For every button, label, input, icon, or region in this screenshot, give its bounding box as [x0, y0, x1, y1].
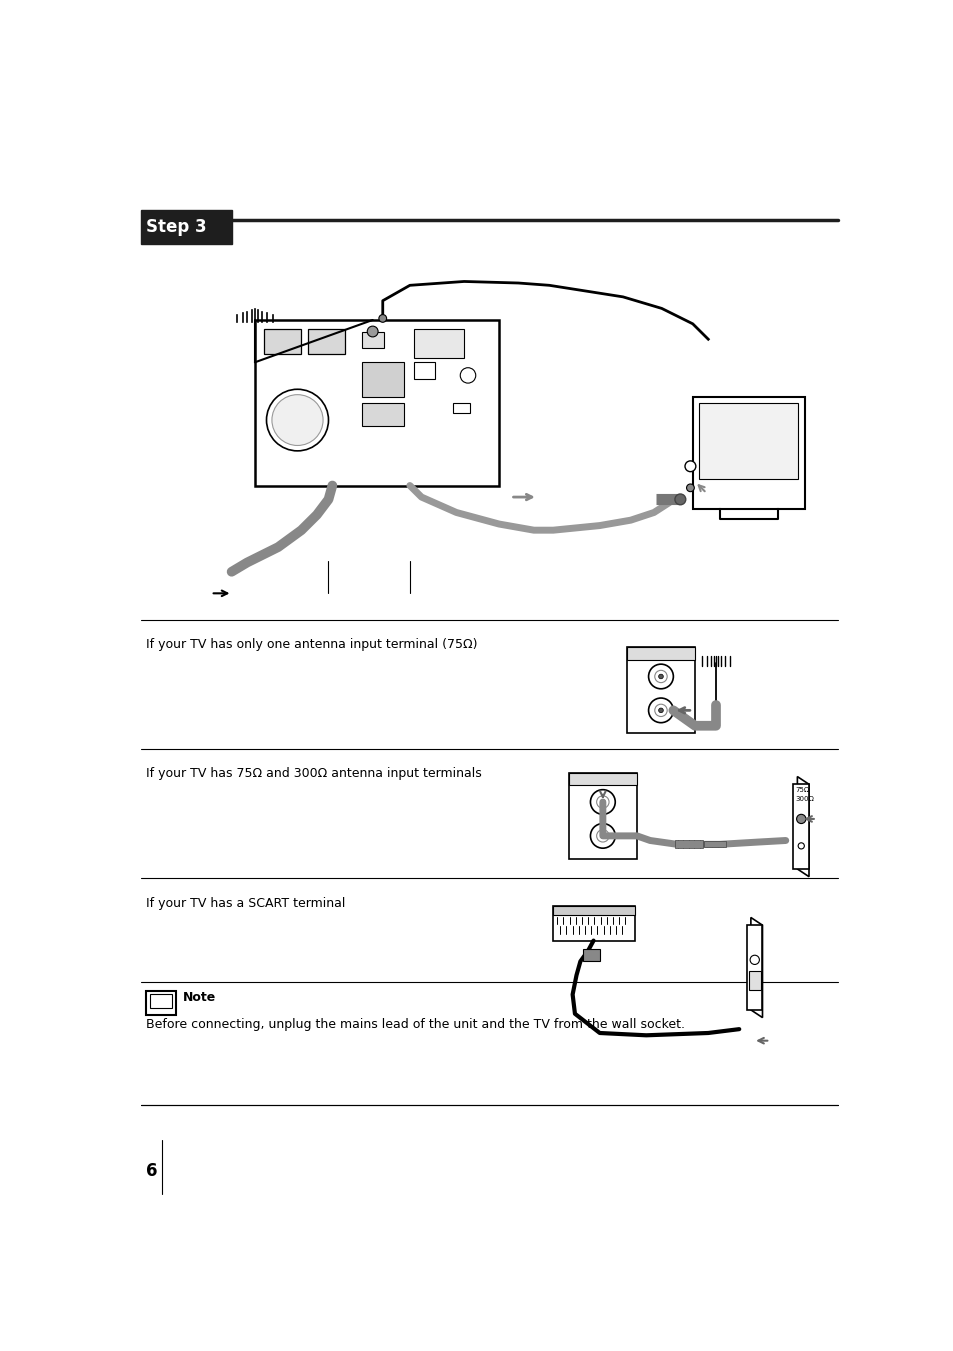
Bar [568, 773, 637, 785]
Circle shape [378, 315, 386, 323]
Bar [146, 992, 175, 1015]
Bar [568, 773, 637, 859]
Circle shape [590, 824, 615, 848]
Bar [626, 647, 695, 734]
Bar [361, 403, 404, 426]
Polygon shape [750, 917, 761, 1017]
Polygon shape [797, 777, 808, 877]
Text: If your TV has only one antenna input terminal (75Ω): If your TV has only one antenna input te… [146, 638, 477, 651]
Circle shape [686, 484, 694, 492]
Text: 300Ω: 300Ω [794, 796, 813, 802]
Circle shape [266, 389, 328, 451]
Circle shape [596, 830, 608, 842]
Circle shape [654, 704, 666, 716]
Text: Note: Note [183, 992, 215, 1004]
Circle shape [599, 834, 604, 838]
Bar [553, 907, 634, 940]
Bar [582, 948, 599, 962]
Bar [626, 647, 695, 659]
Bar [361, 362, 404, 397]
Bar [141, 209, 233, 243]
Circle shape [796, 815, 805, 824]
Text: Before connecting, unplug the mains lead of the unit and the TV from the wall so: Before connecting, unplug the mains lead… [146, 1017, 684, 1031]
Circle shape [599, 800, 604, 804]
Bar [746, 925, 761, 1011]
Text: If your TV has a SCART terminal: If your TV has a SCART terminal [146, 897, 345, 909]
Circle shape [654, 670, 666, 682]
Circle shape [749, 955, 759, 965]
Bar [264, 330, 301, 354]
Bar [453, 403, 470, 413]
Text: Step 3: Step 3 [146, 218, 207, 236]
Circle shape [684, 461, 695, 471]
Circle shape [674, 494, 685, 505]
Bar [414, 330, 464, 358]
Bar [307, 330, 344, 354]
Bar [703, 842, 725, 847]
Bar [414, 362, 435, 380]
Text: If your TV has 75Ω and 300Ω antenna input terminals: If your TV has 75Ω and 300Ω antenna inpu… [146, 767, 481, 781]
Text: 6: 6 [146, 1162, 157, 1179]
Bar [254, 320, 498, 485]
Circle shape [798, 843, 803, 848]
Bar [674, 840, 702, 848]
Circle shape [648, 698, 673, 723]
Text: 75Ω: 75Ω [794, 788, 808, 793]
Bar [361, 331, 383, 349]
Circle shape [658, 708, 662, 713]
Circle shape [596, 796, 608, 808]
Circle shape [648, 665, 673, 689]
Bar [692, 397, 804, 508]
Bar [553, 907, 634, 915]
Bar [699, 403, 798, 478]
Bar [793, 785, 808, 869]
Circle shape [367, 326, 377, 336]
Bar [748, 971, 760, 990]
Circle shape [459, 367, 476, 384]
Circle shape [272, 394, 323, 446]
Circle shape [590, 790, 615, 815]
Circle shape [658, 674, 662, 678]
Bar [150, 994, 172, 1008]
